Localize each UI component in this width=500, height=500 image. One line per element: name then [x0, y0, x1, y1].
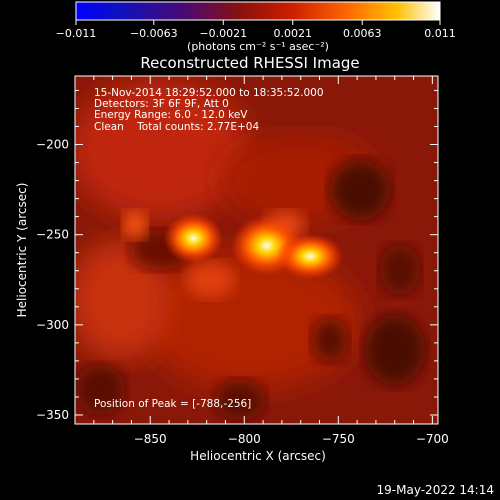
x-tick-label: −800: [228, 432, 261, 446]
heatmap-texture: [75, 80, 425, 420]
colorbar-tick-label: 0.0063: [343, 27, 382, 40]
emission-source: [276, 233, 344, 280]
y-tick-label: −350: [36, 408, 69, 422]
x-tick-label: −750: [322, 432, 355, 446]
x-tick-label: −850: [134, 432, 167, 446]
plot-area: −850 −800 −750 −700 −350 −300 −250 −200 15-Nov-…: [36, 75, 449, 446]
colorbar-tick-label: −0.0063: [130, 27, 178, 40]
y-tick-label: −250: [36, 228, 69, 242]
info-line-counts: Clean Total counts: 2.77E+04: [94, 121, 259, 133]
peak-position-label: Position of Peak = [-788,-256]: [94, 398, 251, 410]
info-line-time: 15-Nov-2014 18:29:52.000 to 18:35:52.000: [94, 87, 324, 99]
colorbar-tick-label: −0.011: [56, 27, 97, 40]
axis-ticks: −850 −800 −750 −700 −350 −300 −250 −200: [36, 76, 449, 446]
emission-source: [163, 213, 224, 264]
colorbar-tick-label: 0.011: [424, 27, 456, 40]
colorbar-label: (photons cm⁻² s⁻¹ asec⁻²): [187, 40, 329, 53]
colorbar: −0.011 −0.0063 −0.0021 0.0021 0.0063 0.011 (p…: [56, 1, 456, 53]
y-axis-label: Heliocentric Y (arcsec): [15, 183, 29, 318]
info-line-detectors: Detectors: 3F 6F 9F, Att 0: [94, 98, 229, 110]
info-text: 15-Nov-2014 18:29:52.000 to 18:35:52.000…: [94, 87, 324, 410]
timestamp: 19-May-2022 14:14: [377, 483, 494, 497]
y-tick-label: −300: [36, 318, 69, 332]
colorbar-tick-label: −0.0021: [199, 27, 247, 40]
colorbar-tick-label: 0.0021: [273, 27, 312, 40]
plot-frame: [74, 75, 439, 425]
colorbar-strip: [75, 1, 441, 21]
emission-sources: [163, 213, 344, 280]
info-line-energy: Energy Range: 6.0 - 12.0 keV: [94, 109, 248, 121]
chart-title: Reconstructed RHESSI Image: [140, 54, 359, 72]
x-tick-label: −700: [416, 432, 449, 446]
colorbar-ticks: −0.011 −0.0063 −0.0021 0.0021 0.0063 0.011: [56, 20, 456, 40]
y-tick-label: −200: [36, 138, 69, 152]
x-axis-label: Heliocentric X (arcsec): [190, 449, 326, 463]
